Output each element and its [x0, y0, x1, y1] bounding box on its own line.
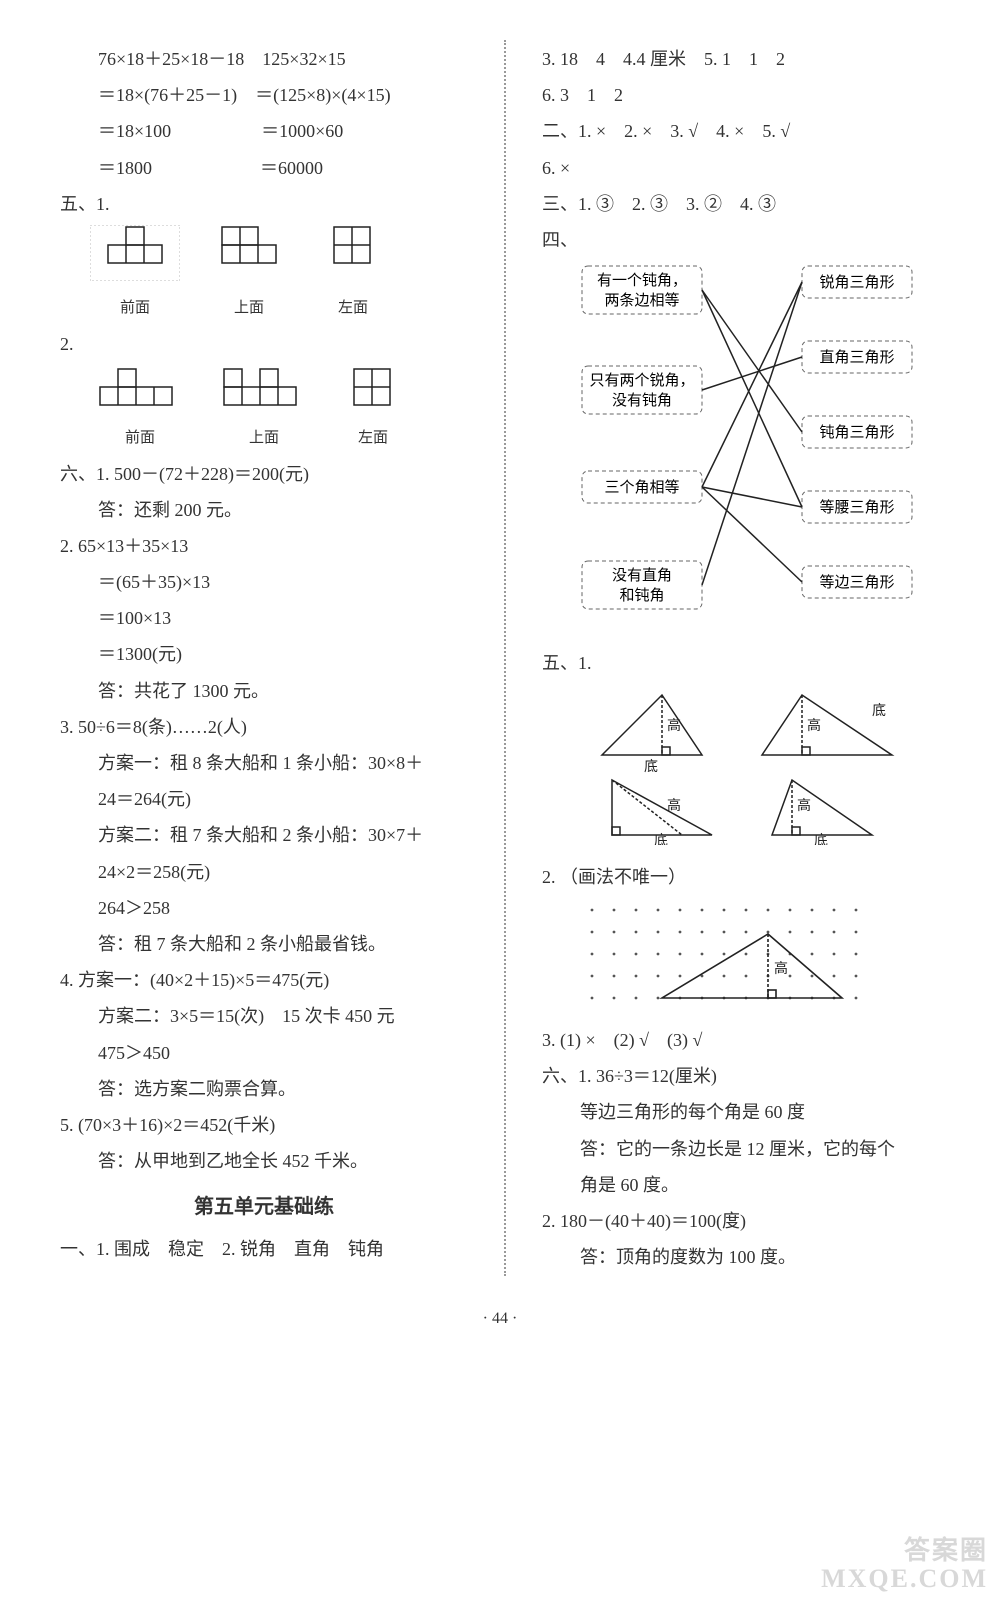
r-line: 6. ×: [542, 151, 950, 185]
calc-line: 方案二：3×5＝15(次) 15 次卡 450 元: [60, 999, 468, 1033]
calc-line: 24＝264(元): [60, 782, 468, 816]
views-figure-2: 前面 上面: [90, 365, 468, 453]
view-label: 前面: [90, 424, 190, 453]
svg-text:高: 高: [774, 960, 788, 977]
calc-line: 264＞258: [60, 891, 468, 925]
q6-5: 5. (70×3＋16)×2＝452(千米): [60, 1108, 468, 1142]
calc-line: ＝(65＋35)×13: [60, 565, 468, 599]
column-divider: [504, 40, 506, 1276]
calc-line: 475＞450: [60, 1036, 468, 1070]
q6-4: 4. 方案一：(40×2＋15)×5＝475(元): [60, 963, 468, 997]
match-right-4: 等边三角形: [819, 573, 894, 591]
triangle-heights: 高 底 高 底 高 底: [572, 685, 950, 856]
top-view-shape-2: [214, 365, 314, 411]
r-line: 6. 3 1 2: [542, 78, 950, 112]
match-left-1a: 只有两个锐角，: [589, 372, 694, 389]
q6-3-ans: 答：租 7 条大船和 2 条小船最省钱。: [60, 927, 468, 961]
calc-line: 方案二：租 7 条大船和 2 条小船：30×7＋: [60, 818, 468, 852]
calc-line: 76×18＋25×18－18 125×32×15: [60, 42, 468, 76]
dot-grid-triangle: 高: [572, 898, 950, 1019]
view-label: 上面: [214, 424, 314, 453]
match-right-2: 钝角三角形: [819, 424, 894, 441]
sec5-label-r: 五、1.: [542, 646, 950, 680]
r-line: 三、1. ③ 2. ③ 3. ② 4. ③: [542, 187, 950, 221]
calc-line: ＝100×13: [60, 601, 468, 635]
match-left-1b: 没有钝角: [612, 392, 672, 409]
match-left-3b: 和钝角: [619, 587, 664, 604]
watermark-l2: MXQE.COM: [821, 1565, 988, 1592]
match-left-3a: 没有直角: [612, 567, 672, 584]
watermark: 答案圈 MXQE.COM: [821, 1537, 988, 1592]
right-column: 3. 18 4 4.4 厘米 5. 1 1 2 6. 3 1 2 二、1. × …: [542, 40, 950, 1276]
sec5-label: 五、1.: [60, 187, 468, 221]
front-view-shape: [90, 225, 180, 281]
q6-2-ans: 答：共花了 1300 元。: [60, 674, 468, 708]
r6-1c: 答：它的一条边长是 12 厘米，它的每个: [542, 1132, 950, 1166]
calc-line: ＝1300(元): [60, 637, 468, 671]
r6-2b: 答：顶角的度数为 100 度。: [542, 1240, 950, 1274]
match-left-2: 三个角相等: [604, 478, 679, 496]
left-column: 76×18＋25×18－18 125×32×15 ＝18×(76＋25－1) ＝…: [60, 40, 468, 1276]
svg-text:高: 高: [667, 797, 681, 814]
view-label: 前面: [90, 294, 180, 323]
unit5-title: 第五单元基础练: [60, 1188, 468, 1226]
svg-text:底: 底: [644, 759, 658, 775]
left-view-shape: [318, 225, 388, 281]
view-label: 左面: [318, 294, 388, 323]
q6-1: 六、1. 500－(72＋228)＝200(元): [60, 457, 468, 491]
sec5-2-r: 2. （画法不唯一）: [542, 860, 950, 894]
matching-diagram: 有一个钝角， 两条边相等 只有两个锐角， 没有钝角 三个角相等 没有直角 和钝角…: [572, 261, 950, 642]
q6-5-ans: 答：从甲地到乙地全长 452 千米。: [60, 1144, 468, 1178]
q6-2: 2. 65×13＋35×13: [60, 529, 468, 563]
front-view-shape-2: [90, 365, 190, 411]
r6-1: 六、1. 36÷3＝12(厘米): [542, 1059, 950, 1093]
unit5-l1: 一、1. 围成 稳定 2. 锐角 直角 钝角: [60, 1232, 468, 1266]
svg-text:高: 高: [797, 797, 811, 814]
match-left-0a: 有一个钝角，: [597, 272, 687, 289]
q6-4-ans: 答：选方案二购票合算。: [60, 1072, 468, 1106]
svg-text:底: 底: [814, 833, 828, 845]
svg-text:底: 底: [872, 703, 886, 719]
svg-text:高: 高: [667, 717, 681, 734]
r-line: 二、1. × 2. × 3. √ 4. × 5. √: [542, 114, 950, 148]
match-left-0b: 两条边相等: [604, 291, 679, 309]
r6-1b: 等边三角形的每个角是 60 度: [542, 1095, 950, 1129]
watermark-l1: 答案圈: [821, 1537, 988, 1564]
match-right-1: 直角三角形: [819, 349, 894, 366]
sec5-2-label: 2.: [60, 327, 468, 361]
r6-2: 2. 180－(40＋40)＝100(度): [542, 1204, 950, 1238]
r-line: 3. 18 4 4.4 厘米 5. 1 1 2: [542, 42, 950, 76]
top-view-shape: [204, 225, 294, 281]
svg-text:底: 底: [654, 833, 668, 845]
calc-line: 24×2＝258(元): [60, 855, 468, 889]
match-right-3: 等腰三角形: [819, 498, 894, 516]
q6-3: 3. 50÷6＝8(条)……2(人): [60, 710, 468, 744]
views-figure-1: 前面 上面: [90, 225, 468, 323]
match-right-0: 锐角三角形: [819, 274, 894, 291]
calc-line: ＝18×(76＋25－1) ＝(125×8)×(4×15): [60, 78, 468, 112]
view-label: 上面: [204, 294, 294, 323]
r6-1d: 角是 60 度。: [542, 1168, 950, 1202]
sec4-label: 四、: [542, 223, 950, 257]
calc-line: 方案一：租 8 条大船和 1 条小船：30×8＋: [60, 746, 468, 780]
svg-text:高: 高: [807, 717, 821, 734]
view-label: 左面: [338, 424, 408, 453]
calc-line: ＝1800 ＝60000: [60, 151, 468, 185]
page-number: · 44 ·: [0, 1304, 1000, 1334]
sec5-3-r: 3. (1) × (2) √ (3) √: [542, 1023, 950, 1057]
calc-line: ＝18×100 ＝1000×60: [60, 114, 468, 148]
left-view-shape-2: [338, 365, 408, 411]
q6-1-ans: 答：还剩 200 元。: [60, 493, 468, 527]
